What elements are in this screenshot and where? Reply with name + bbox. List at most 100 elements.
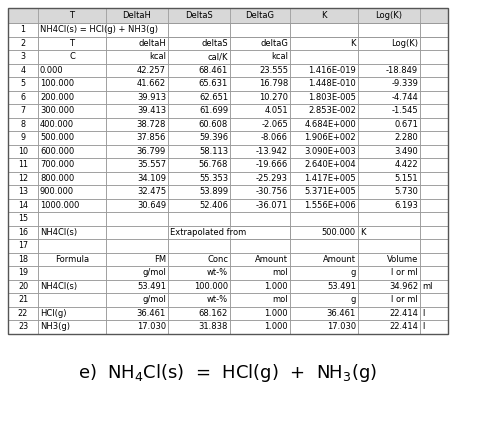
Bar — [106, 131, 168, 145]
Text: 1.906E+002: 1.906E+002 — [304, 133, 355, 142]
Bar — [168, 158, 229, 172]
Bar — [289, 293, 357, 306]
Bar — [38, 185, 106, 198]
Bar — [106, 145, 168, 158]
Bar — [419, 253, 447, 266]
Bar — [289, 145, 357, 158]
Bar — [357, 185, 419, 198]
Bar — [38, 306, 106, 320]
Bar — [106, 198, 168, 212]
Text: 42.257: 42.257 — [137, 66, 165, 75]
Bar — [8, 253, 38, 266]
Bar — [229, 253, 289, 266]
Text: K: K — [321, 11, 326, 20]
Text: NH4Cl(s): NH4Cl(s) — [40, 282, 77, 291]
Bar — [168, 212, 229, 225]
Text: 1.000: 1.000 — [264, 322, 287, 331]
Text: 2.280: 2.280 — [393, 133, 417, 142]
Text: -9.339: -9.339 — [390, 79, 417, 88]
Bar — [168, 306, 229, 320]
Text: DeltaH: DeltaH — [122, 11, 151, 20]
Text: 11: 11 — [18, 160, 28, 169]
Text: 19: 19 — [18, 268, 28, 277]
Bar — [8, 198, 38, 212]
Bar — [419, 90, 447, 104]
Text: 20: 20 — [18, 282, 28, 291]
Text: -1.545: -1.545 — [390, 106, 417, 115]
Bar — [357, 131, 419, 145]
Text: C: C — [69, 52, 75, 61]
Bar — [289, 212, 357, 225]
Bar — [357, 145, 419, 158]
Text: 23: 23 — [18, 322, 28, 331]
Text: 2: 2 — [20, 39, 25, 48]
Text: 400.000: 400.000 — [40, 120, 74, 129]
Bar — [419, 172, 447, 185]
Bar — [168, 225, 289, 239]
Text: 10.270: 10.270 — [259, 93, 287, 102]
Bar — [38, 239, 106, 253]
Text: Log(K): Log(K) — [375, 11, 402, 20]
Bar — [168, 77, 229, 90]
Bar — [168, 50, 229, 64]
Bar — [38, 50, 106, 64]
Bar — [357, 320, 419, 333]
Text: DeltaG: DeltaG — [245, 11, 274, 20]
Bar — [168, 64, 229, 77]
Bar — [419, 131, 447, 145]
Bar — [106, 306, 168, 320]
Text: g: g — [350, 268, 355, 277]
Text: 5: 5 — [20, 79, 25, 88]
Text: wt-%: wt-% — [206, 295, 227, 304]
Text: Log(K): Log(K) — [390, 39, 417, 48]
Bar — [106, 158, 168, 172]
Text: 500.000: 500.000 — [321, 228, 355, 237]
Text: 16: 16 — [18, 228, 28, 237]
Text: 58.113: 58.113 — [199, 147, 227, 156]
Text: Amount: Amount — [254, 255, 287, 264]
Text: 5.371E+005: 5.371E+005 — [304, 187, 355, 196]
Bar — [8, 280, 38, 293]
Bar — [38, 145, 106, 158]
Text: 39.413: 39.413 — [137, 106, 165, 115]
Bar — [8, 64, 38, 77]
Text: 6: 6 — [20, 93, 25, 102]
Bar — [289, 8, 357, 23]
Bar — [8, 320, 38, 333]
Text: 61.699: 61.699 — [199, 106, 227, 115]
Bar — [357, 8, 419, 23]
Bar — [419, 225, 447, 239]
Text: T: T — [69, 11, 74, 20]
Text: g: g — [350, 295, 355, 304]
Bar — [419, 145, 447, 158]
Text: 52.406: 52.406 — [199, 201, 227, 210]
Text: -25.293: -25.293 — [256, 174, 287, 183]
Text: NH3(g): NH3(g) — [40, 322, 70, 331]
Text: 22.414: 22.414 — [388, 322, 417, 331]
Bar — [8, 293, 38, 306]
Bar — [38, 198, 106, 212]
Bar — [229, 320, 289, 333]
Bar — [106, 37, 168, 50]
Text: Extrapolated from: Extrapolated from — [170, 228, 246, 237]
Text: 300.000: 300.000 — [40, 106, 74, 115]
Text: 41.662: 41.662 — [137, 79, 165, 88]
Bar — [229, 293, 289, 306]
Text: 4.684E+000: 4.684E+000 — [304, 120, 355, 129]
Bar — [419, 158, 447, 172]
Text: 15: 15 — [18, 214, 28, 223]
Bar — [229, 104, 289, 117]
Bar — [419, 212, 447, 225]
Bar — [8, 131, 38, 145]
Text: 4.422: 4.422 — [393, 160, 417, 169]
Bar — [106, 266, 168, 280]
Text: 900.000: 900.000 — [40, 187, 74, 196]
Bar — [106, 172, 168, 185]
Bar — [168, 320, 229, 333]
Bar — [168, 23, 229, 37]
Text: 55.353: 55.353 — [199, 174, 227, 183]
Bar — [357, 37, 419, 50]
Text: K: K — [350, 39, 355, 48]
Bar — [38, 23, 447, 37]
Text: K: K — [359, 228, 365, 237]
